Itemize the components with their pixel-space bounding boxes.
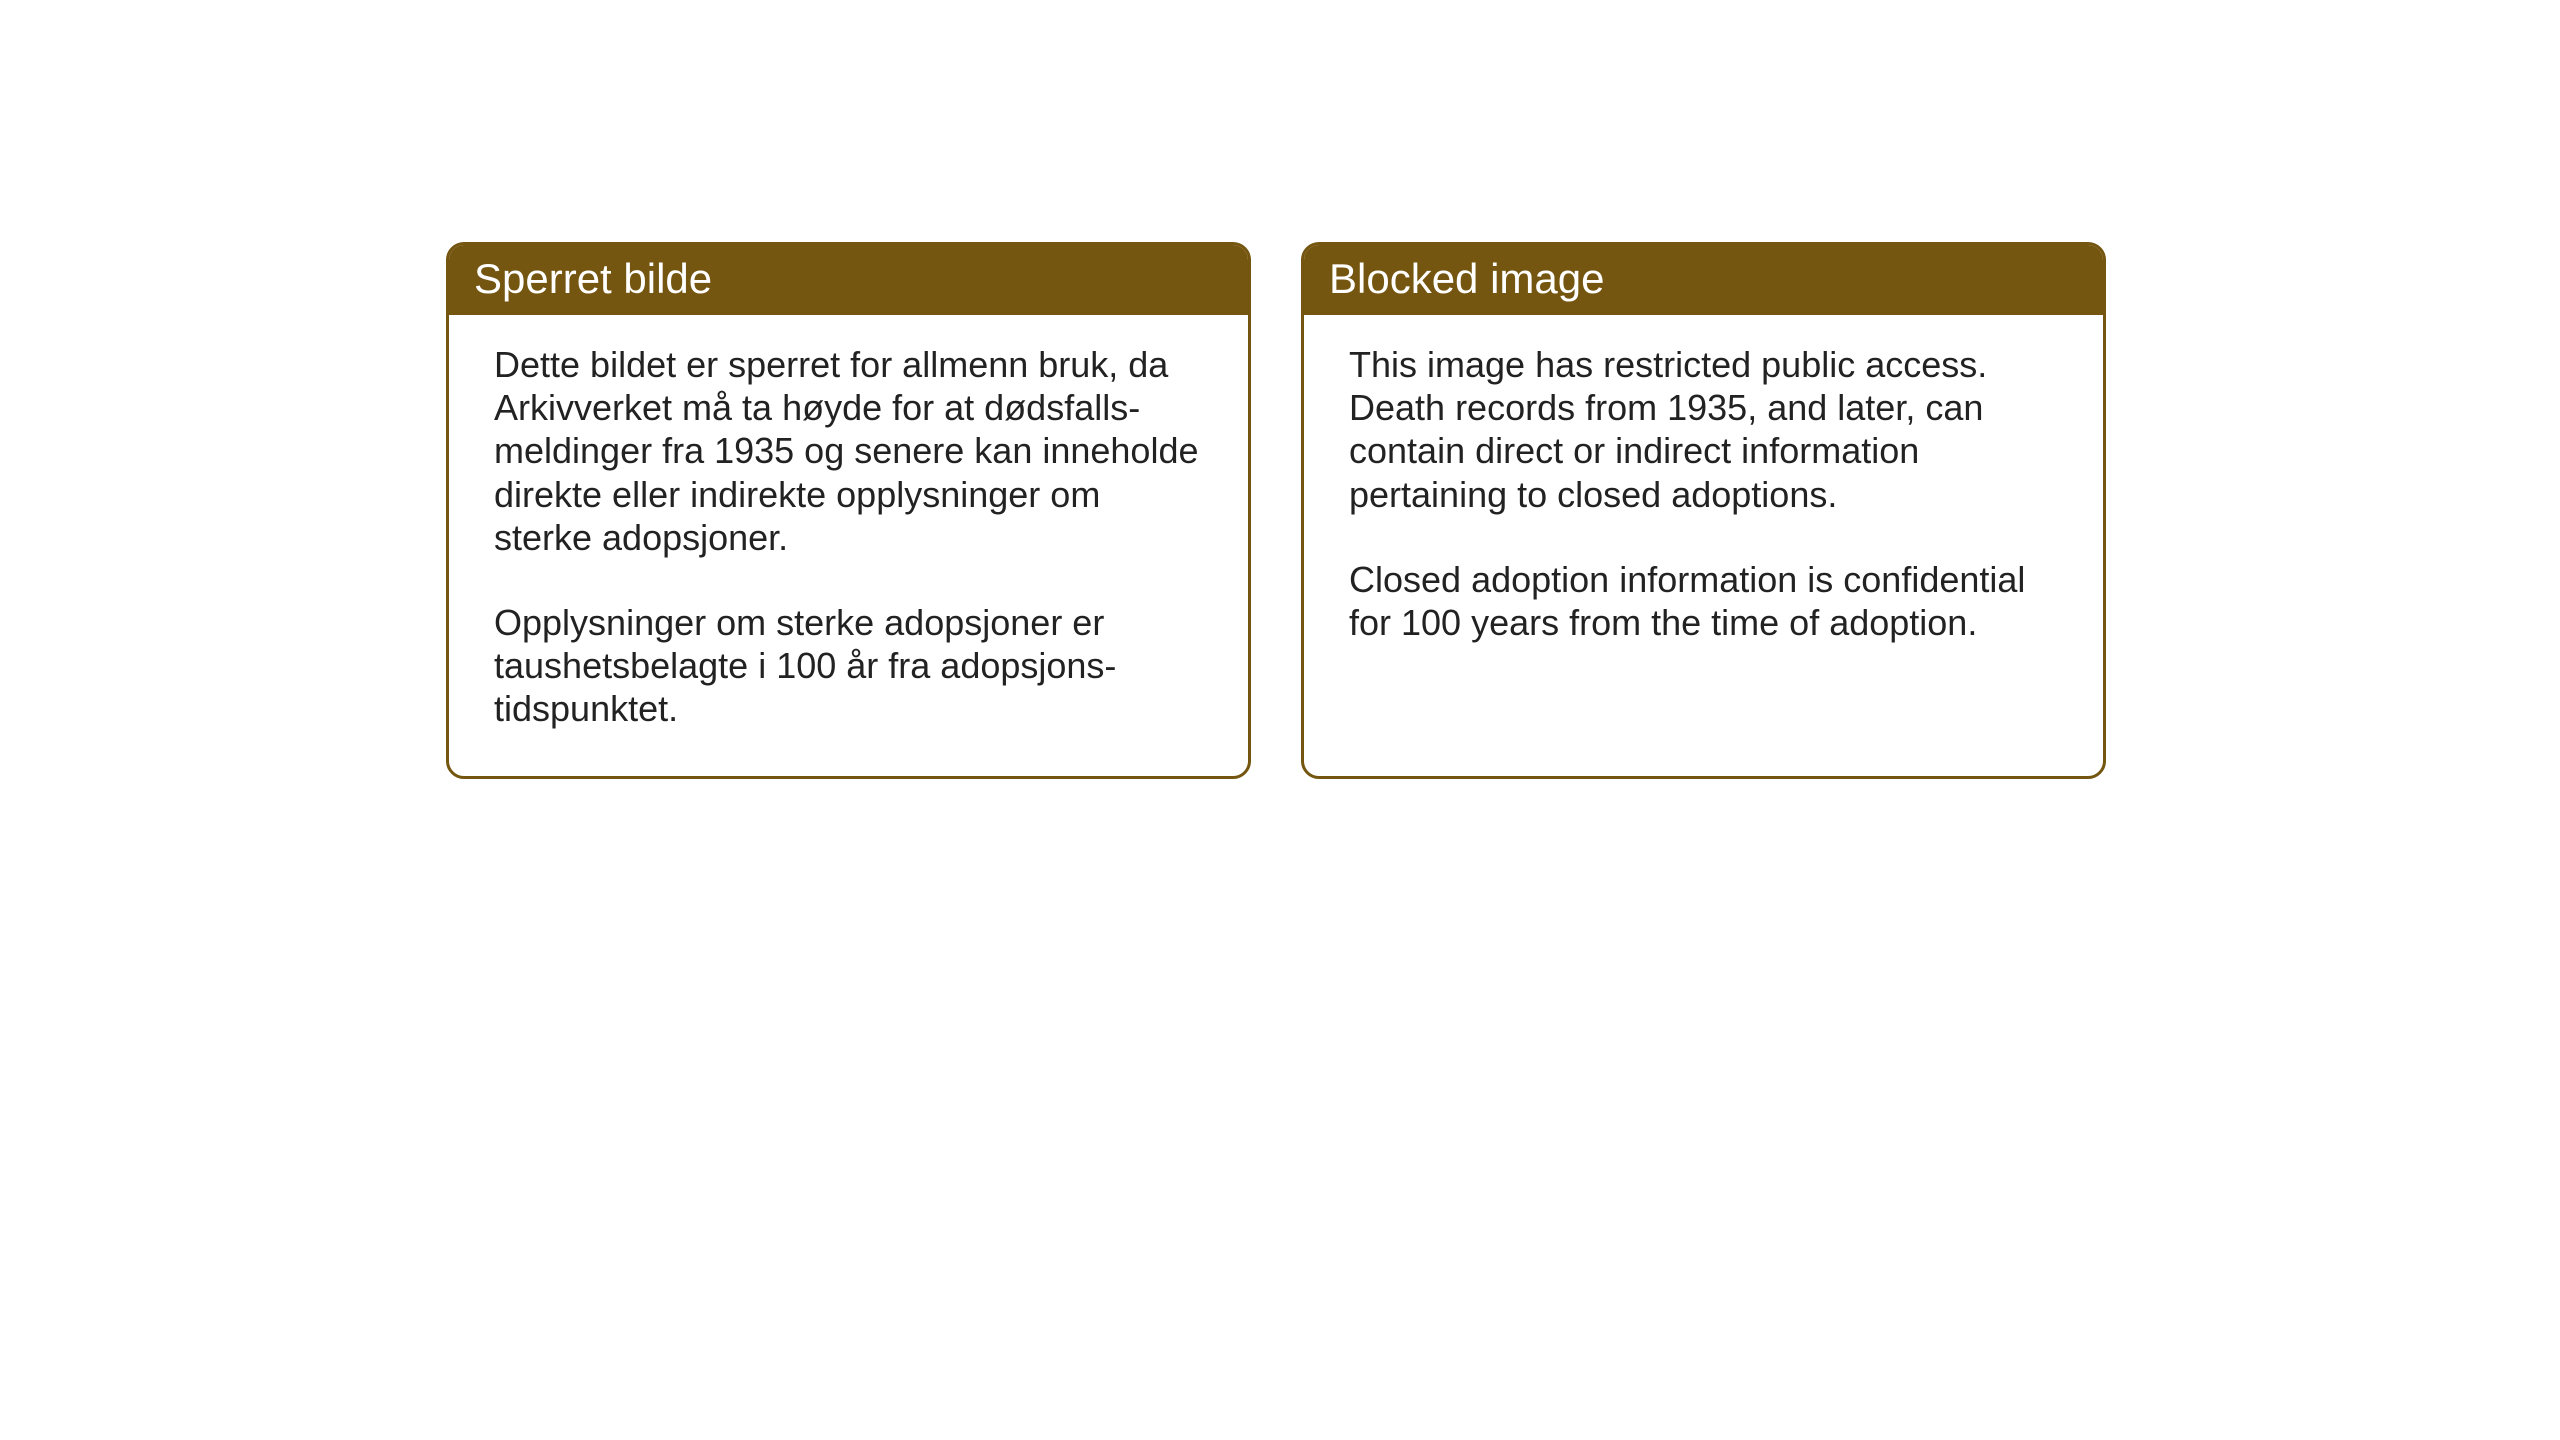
card-english-title: Blocked image	[1304, 245, 2103, 315]
cards-container: Sperret bilde Dette bildet er sperret fo…	[446, 242, 2106, 779]
card-english-para1: This image has restricted public access.…	[1349, 343, 2058, 516]
card-norwegian-para2: Opplysninger om sterke adopsjoner er tau…	[494, 601, 1203, 731]
card-norwegian-title: Sperret bilde	[449, 245, 1248, 315]
card-norwegian: Sperret bilde Dette bildet er sperret fo…	[446, 242, 1251, 779]
card-english: Blocked image This image has restricted …	[1301, 242, 2106, 779]
card-norwegian-para1: Dette bildet er sperret for allmenn bruk…	[494, 343, 1203, 559]
card-norwegian-body: Dette bildet er sperret for allmenn bruk…	[449, 315, 1248, 776]
card-english-para2: Closed adoption information is confident…	[1349, 558, 2058, 644]
card-english-body: This image has restricted public access.…	[1304, 315, 2103, 689]
